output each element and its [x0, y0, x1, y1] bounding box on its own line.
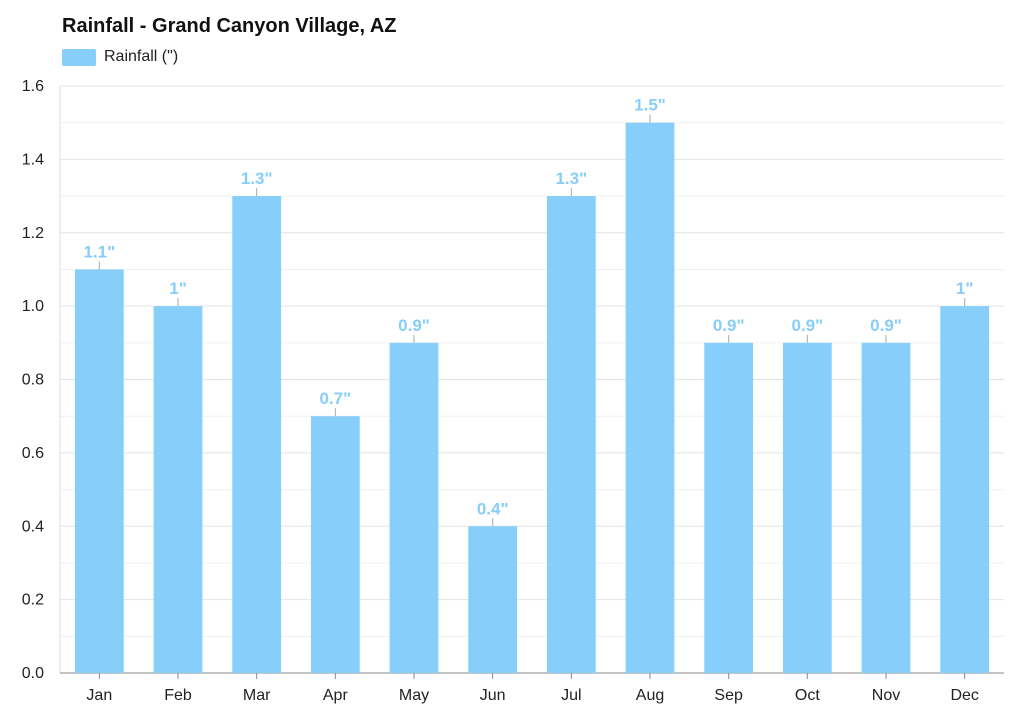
y-tick-label: 1.6 [22, 78, 44, 95]
data-label: 1" [169, 279, 187, 298]
x-tick-label: Aug [636, 687, 664, 704]
data-label: 0.9" [870, 316, 902, 335]
data-label: 1" [956, 279, 974, 298]
bar-oct [782, 342, 832, 673]
y-tick-label: 1.2 [22, 225, 44, 242]
bar-dec [940, 306, 990, 673]
data-label: 0.4" [477, 499, 509, 518]
y-tick-label: 0.2 [22, 592, 44, 609]
x-tick-label: Apr [323, 687, 349, 704]
y-tick-label: 1.0 [22, 298, 44, 315]
legend-label: Rainfall (") [104, 48, 179, 65]
bar-jun [468, 526, 518, 673]
bar-mar [232, 196, 282, 673]
y-tick-label: 0.6 [22, 445, 44, 462]
x-tick-label: Oct [795, 687, 820, 704]
data-label: 0.7" [319, 389, 351, 408]
y-tick-label: 0.4 [22, 518, 44, 535]
x-tick-label: Jun [480, 687, 506, 704]
x-tick-label: Nov [872, 687, 900, 704]
bar-may [389, 342, 439, 673]
data-label: 0.9" [398, 316, 430, 335]
legend-swatch [62, 48, 96, 66]
y-tick-label: 0.0 [22, 665, 44, 682]
legend: Rainfall (") [62, 48, 178, 66]
bar-feb [153, 306, 203, 673]
x-tick-label: Dec [950, 687, 978, 704]
x-tick-label: Mar [243, 687, 271, 704]
x-tick-label: May [399, 687, 429, 704]
data-label: 0.9" [713, 316, 745, 335]
y-tick-label: 1.4 [22, 151, 44, 168]
bar-jan [74, 269, 124, 673]
y-tick-label: 0.8 [22, 372, 44, 389]
data-label: 1.1" [83, 242, 115, 261]
data-label: 1.3" [555, 169, 587, 188]
chart-title: Rainfall - Grand Canyon Village, AZ [62, 15, 397, 37]
bar-nov [861, 342, 911, 673]
bar-aug [625, 122, 675, 673]
x-tick-label: Feb [164, 687, 192, 704]
x-tick-label: Jan [86, 687, 112, 704]
data-label: 1.5" [634, 96, 666, 115]
data-label: 0.9" [791, 316, 823, 335]
bar-sep [704, 342, 754, 673]
x-tick-label: Jul [561, 687, 581, 704]
bar-apr [310, 416, 360, 673]
bar-jul [546, 196, 596, 673]
x-tick-label: Sep [714, 687, 743, 704]
data-label: 1.3" [241, 169, 273, 188]
